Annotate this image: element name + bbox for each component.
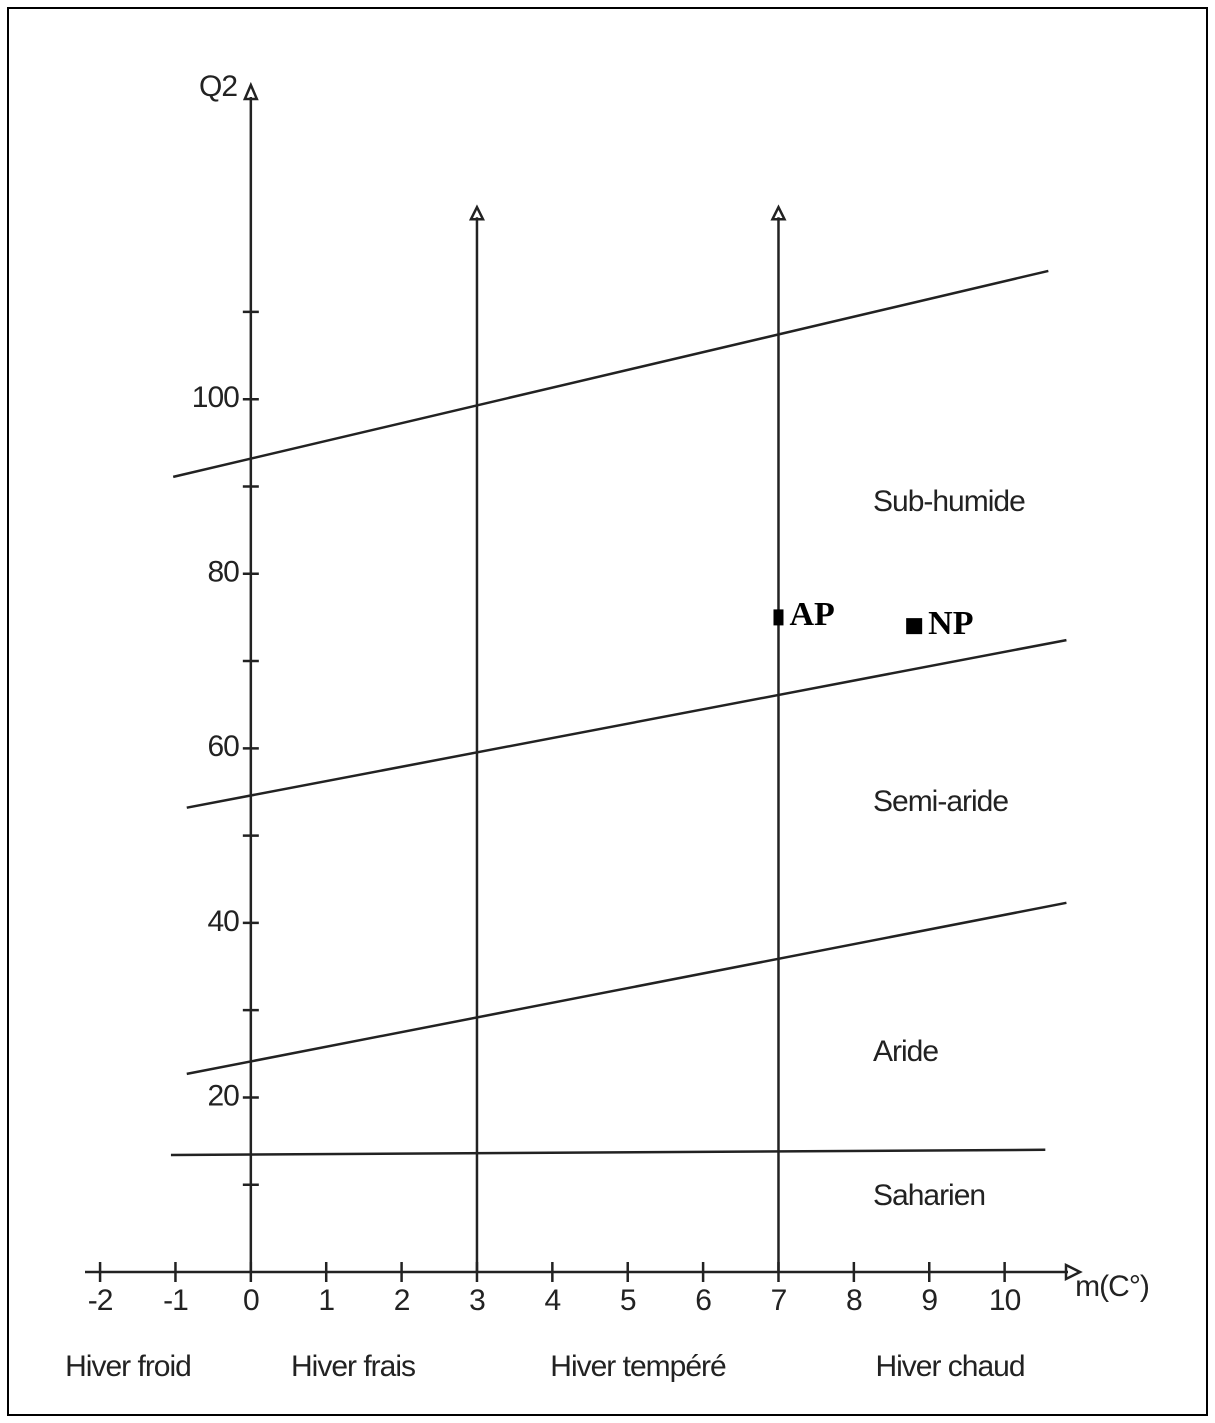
x-tick-label: 1 [318, 1284, 334, 1317]
x-arrow [1064, 1262, 1083, 1282]
y-tick-label: 80 [207, 556, 239, 589]
x-tick-label: 5 [620, 1284, 636, 1317]
station-label: NP [928, 605, 973, 642]
x-tick-label: 3 [469, 1284, 485, 1317]
x-tick-label: 4 [545, 1284, 561, 1317]
winter-arrow [468, 204, 485, 221]
y-tick-label: 100 [192, 381, 239, 414]
x-tick-label: 9 [921, 1284, 937, 1317]
winter-label: Hiver froid [65, 1350, 191, 1383]
x-tick-label: -2 [88, 1284, 113, 1317]
zone-label: Saharien [873, 1179, 985, 1212]
x-tick-label: 6 [695, 1284, 711, 1317]
x-tick-label: 2 [394, 1284, 410, 1317]
winter-arrow [770, 204, 787, 221]
frame [7, 7, 1208, 1416]
x-tick-label: 7 [771, 1284, 787, 1317]
y-tick-label: 60 [207, 730, 239, 763]
bioclimate-boundary [170, 1148, 1046, 1157]
y-axis-label: Q2 [199, 70, 237, 103]
zone-label: Aride [873, 1035, 938, 1068]
x-axis-label: m(C°) [1075, 1270, 1149, 1303]
x-tick-label: 10 [989, 1284, 1021, 1317]
station-point [773, 609, 784, 626]
y-arrow [242, 81, 259, 101]
station-label: AP [789, 596, 834, 633]
bioclimate-boundary [186, 901, 1067, 1076]
zone-label: Semi-aride [873, 785, 1008, 818]
station-point [906, 618, 923, 635]
bioclimate-boundary [172, 269, 1049, 479]
y-tick-label: 40 [207, 905, 239, 938]
bioclimate-boundary [186, 638, 1067, 809]
x-tick-label: 8 [846, 1284, 862, 1317]
winter-label: Hiver frais [291, 1350, 415, 1383]
y-tick-label: 20 [207, 1079, 239, 1112]
x-tick-label: -1 [163, 1284, 188, 1317]
x-tick-label: 0 [243, 1284, 259, 1317]
winter-label: Hiver chaud [875, 1350, 1024, 1383]
zone-label: Sub-humide [873, 485, 1025, 518]
winter-label: Hiver tempéré [550, 1350, 726, 1383]
